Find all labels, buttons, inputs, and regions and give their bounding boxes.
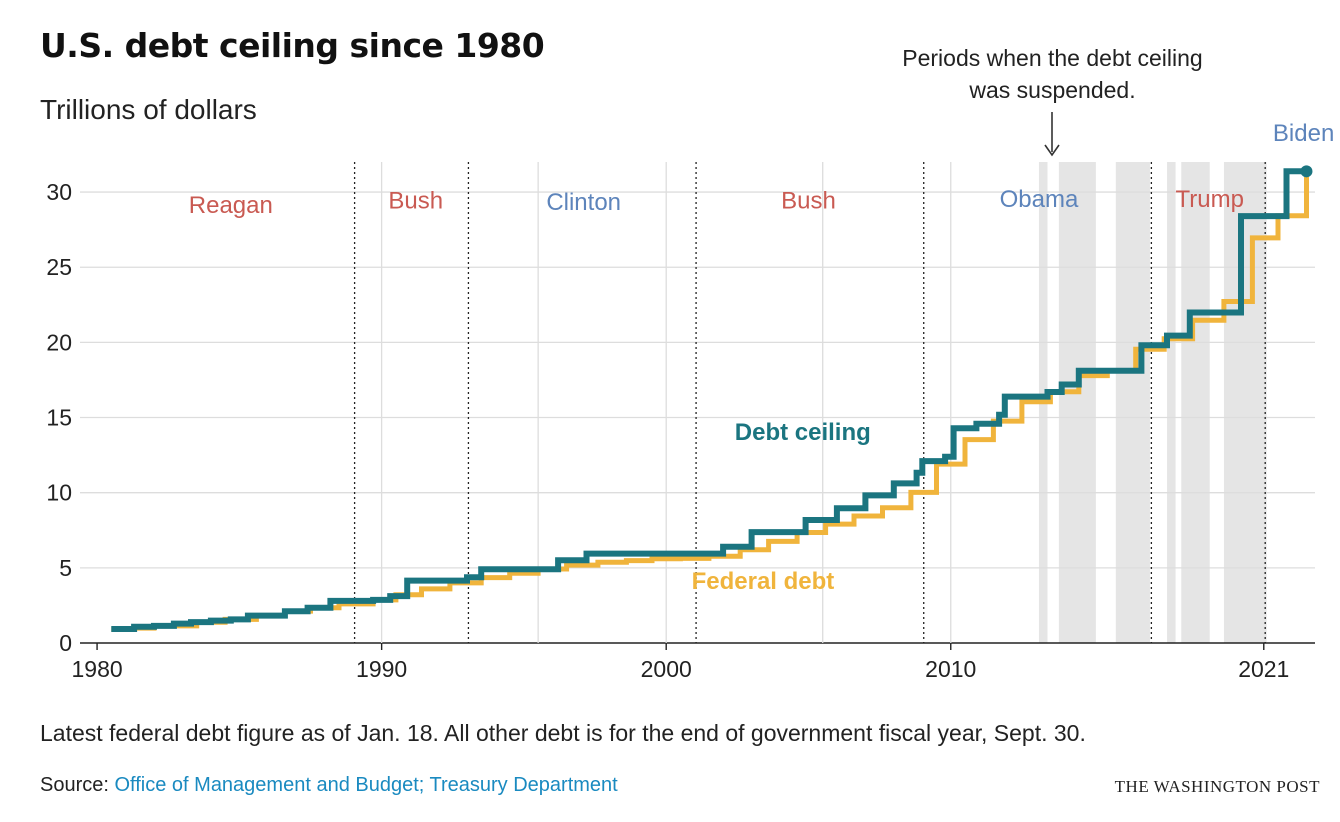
y-tick-label: 20	[46, 329, 72, 355]
suspension-annotation: Periods when the debt ceiling was suspen…	[870, 42, 1235, 106]
latest-ceiling-marker	[1300, 165, 1313, 178]
publisher-credit: THE WASHINGTON POST	[1114, 777, 1320, 796]
y-tick-label: 15	[46, 405, 72, 431]
suspension-band-1	[1058, 162, 1096, 643]
chart-labels: Reagan Bush Clinton Bush Obama Trump Biden Debt…	[189, 120, 1335, 595]
presidency-label: Obama	[1000, 186, 1079, 213]
x-tick-label: 2021	[1238, 656, 1289, 682]
presidency-dividers	[353, 162, 1266, 643]
y-tick-label: 5	[59, 555, 72, 581]
annotation-arrow	[1044, 112, 1060, 157]
suspension-band-5	[1223, 162, 1267, 643]
x-tick-label: 2000	[641, 656, 692, 682]
suspension-band-2	[1115, 162, 1150, 643]
y-tick-label: 25	[46, 254, 72, 280]
presidency-label: Bush	[781, 188, 836, 215]
annotation-line-1: Periods when the debt ceiling	[902, 45, 1203, 71]
x-tick-label: 2010	[925, 656, 976, 682]
suspension-bands	[1038, 162, 1267, 643]
source-prefix: Source:	[40, 774, 115, 796]
x-tick-label: 1990	[356, 656, 407, 682]
presidency-label: Biden	[1273, 120, 1334, 147]
presidency-label: Reagan	[189, 192, 273, 219]
y-tick-label: 30	[46, 179, 72, 205]
y-tick-label: 0	[59, 630, 72, 656]
series-lines	[111, 165, 1313, 632]
suspension-band-4	[1181, 162, 1210, 643]
gridlines	[80, 162, 1315, 644]
federal-debt-label: Federal debt	[692, 568, 835, 595]
presidency-label: Trump	[1175, 186, 1243, 213]
annotation-line-2: was suspended.	[969, 77, 1136, 103]
debt-ceiling-label: Debt ceiling	[735, 419, 871, 446]
axis-labels: 0 5 10 15 20 25 30 1980 1990 2000 2010 2021	[46, 179, 1289, 682]
chart-title: U.S. debt ceiling since 1980	[40, 26, 545, 65]
presidency-label: Clinton	[546, 189, 621, 216]
y-tick-label: 10	[46, 480, 72, 506]
suspension-band-3	[1167, 162, 1176, 643]
footer-note: Latest federal debt figure as of Jan. 18…	[40, 720, 1086, 746]
presidency-label: Bush	[388, 188, 443, 215]
source-line: Source: Office of Management and Budget;…	[40, 774, 618, 797]
debt-ceiling-line	[111, 168, 1307, 632]
source-link[interactable]: Office of Management and Budget; Treasur…	[114, 774, 618, 796]
x-tick-label: 1980	[71, 656, 122, 682]
chart-subtitle: Trillions of dollars	[40, 94, 257, 125]
